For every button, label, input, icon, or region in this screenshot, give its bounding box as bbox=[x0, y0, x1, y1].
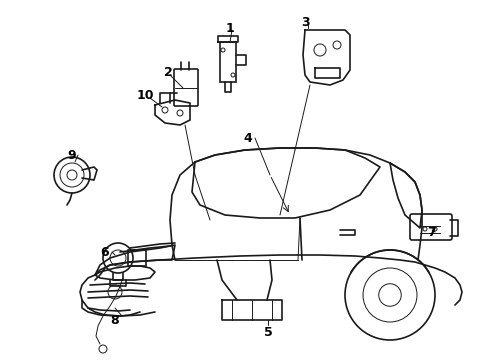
Text: 10: 10 bbox=[136, 89, 154, 102]
Text: 4: 4 bbox=[244, 131, 252, 144]
Bar bbox=[128, 250, 146, 266]
Text: 8: 8 bbox=[111, 314, 119, 327]
Text: 9: 9 bbox=[68, 149, 76, 162]
Text: 1: 1 bbox=[225, 22, 234, 35]
Text: 3: 3 bbox=[301, 15, 309, 28]
Text: 7: 7 bbox=[428, 225, 437, 239]
Text: 6: 6 bbox=[100, 246, 109, 258]
Text: 2: 2 bbox=[164, 66, 172, 78]
Bar bbox=[220, 42, 236, 82]
Text: 5: 5 bbox=[264, 325, 272, 338]
